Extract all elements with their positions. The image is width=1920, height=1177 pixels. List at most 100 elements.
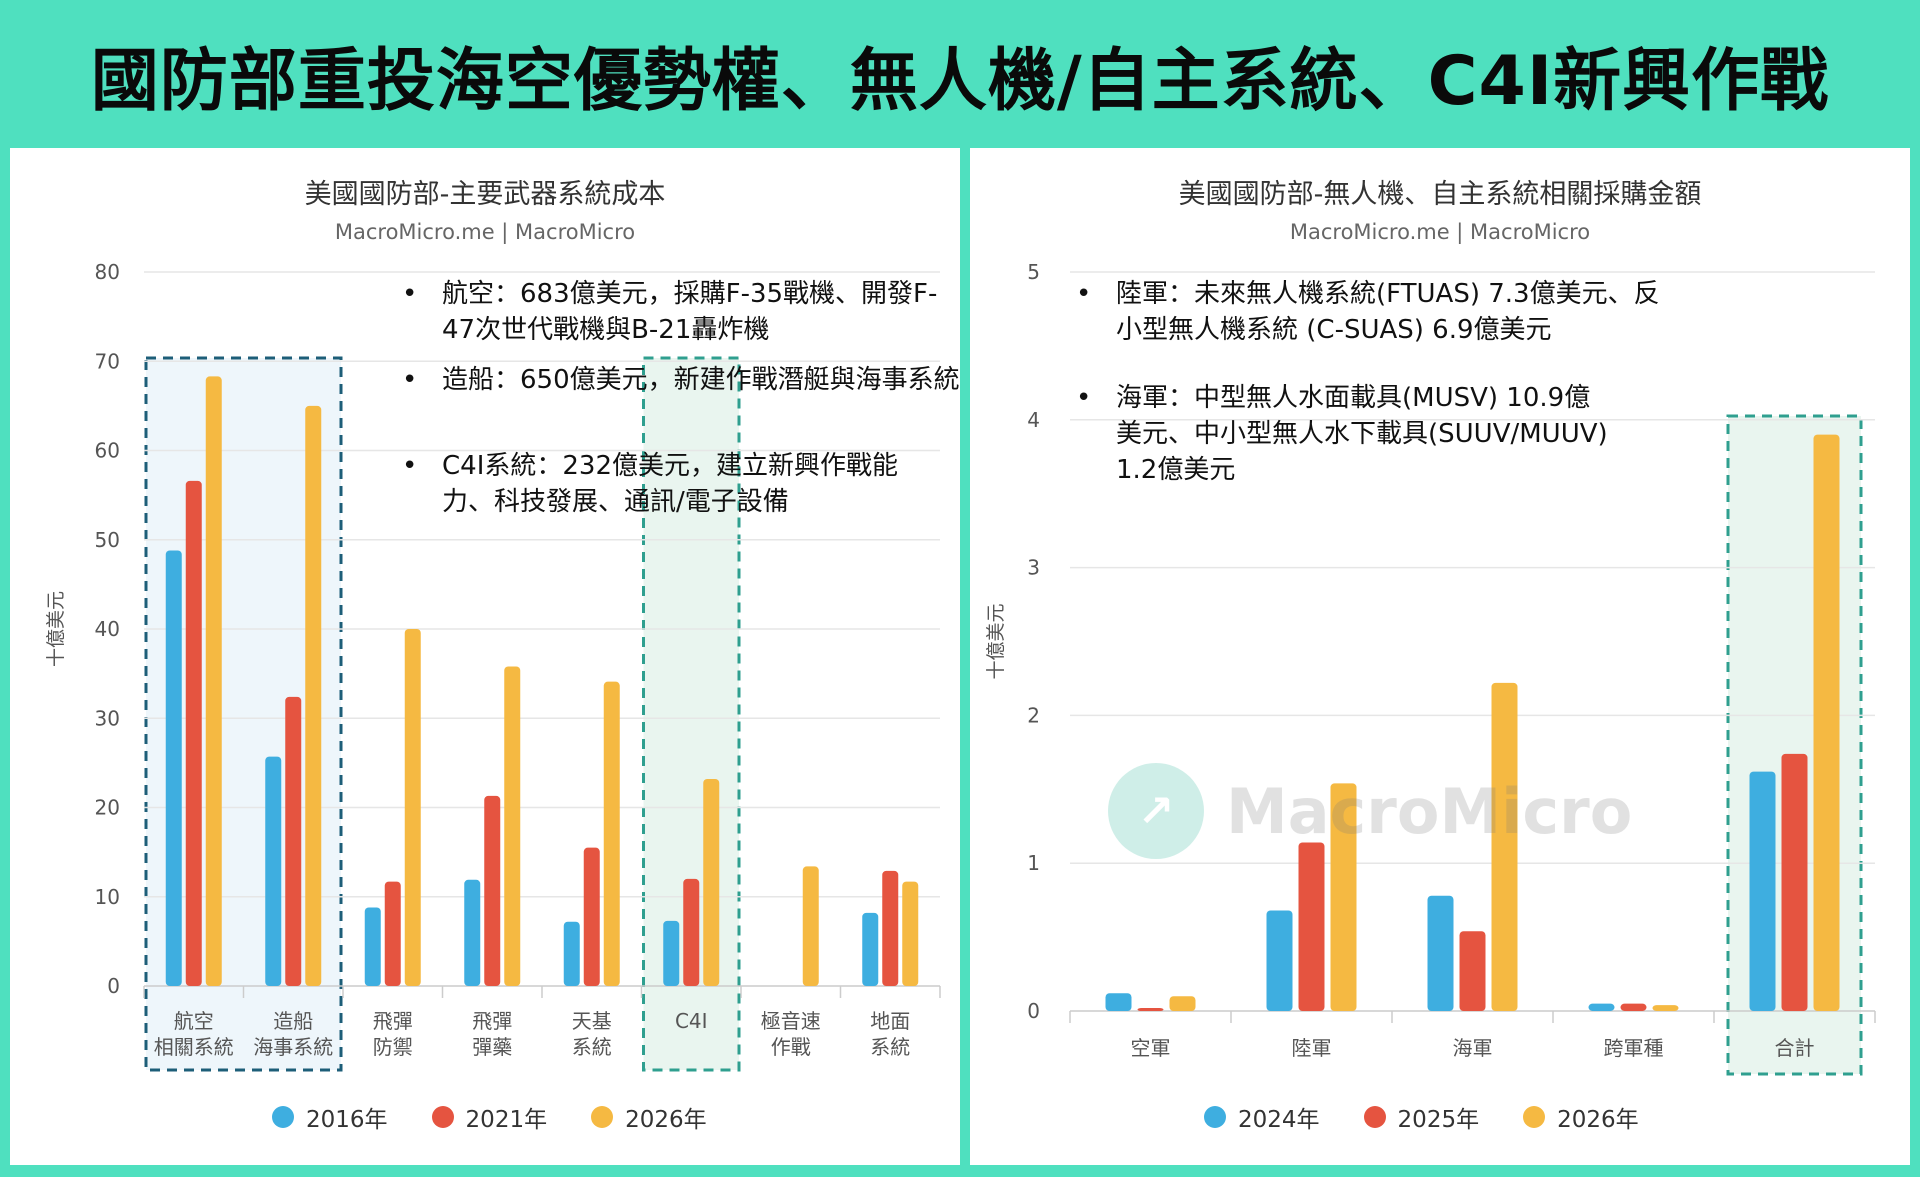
y-tick-label: 60 xyxy=(95,439,120,463)
bar[interactable] xyxy=(305,405,322,986)
bar[interactable] xyxy=(1459,931,1486,1011)
bullet: • xyxy=(402,365,418,395)
bar[interactable] xyxy=(1427,895,1454,1011)
y-tick-label: 3 xyxy=(1027,556,1040,580)
bar[interactable] xyxy=(1749,771,1776,1011)
bar[interactable] xyxy=(1491,682,1518,1011)
bar[interactable] xyxy=(1652,1005,1679,1011)
bar[interactable] xyxy=(384,881,401,986)
x-tick-label: 造船 xyxy=(273,1009,313,1033)
bar[interactable] xyxy=(1137,1008,1164,1011)
note-text: 航空：683億美元，採購F-35戰機、開發F-47次世代戰機與B-21轟炸機 xyxy=(442,279,938,345)
legend-dot xyxy=(1523,1106,1546,1128)
x-tick-label: 防禦 xyxy=(373,1035,413,1059)
y-tick-label: 50 xyxy=(95,528,120,552)
x-tick-label: 極音速 xyxy=(761,1009,821,1033)
bullet: • xyxy=(1076,383,1092,413)
x-tick-label: 飛彈 xyxy=(472,1009,512,1033)
bar[interactable] xyxy=(1105,993,1132,1011)
bar[interactable] xyxy=(1169,996,1196,1011)
legend-item-2024[interactable]: 2024年 xyxy=(1204,1100,1320,1134)
bar[interactable] xyxy=(404,629,421,986)
legend-item-2021[interactable]: 2021年 xyxy=(431,1100,548,1134)
legend-label: 2025年 xyxy=(1397,1107,1480,1133)
x-tick-label: 作戰 xyxy=(771,1035,811,1059)
bar[interactable] xyxy=(285,696,302,986)
x-tick-label: 系統 xyxy=(870,1035,910,1059)
x-tick-label: 海事系統 xyxy=(253,1035,333,1059)
bar[interactable] xyxy=(583,847,600,986)
bar[interactable] xyxy=(1781,753,1808,1011)
bar[interactable] xyxy=(882,870,899,986)
bar[interactable] xyxy=(364,907,381,986)
x-tick-label: 地面 xyxy=(870,1009,910,1033)
bar[interactable] xyxy=(603,681,620,986)
note-navy: • 海軍：中型無人水面載具(MUSV) 10.9億美元、中小型無人水下載具(SU… xyxy=(1070,380,1616,488)
legend-dot xyxy=(431,1106,454,1128)
bar[interactable] xyxy=(504,666,521,986)
bullet: • xyxy=(402,451,418,481)
y-tick-label: 0 xyxy=(1027,999,1040,1023)
bar[interactable] xyxy=(484,795,501,986)
page-title: 國防部重投海空優勢權、無人機/自主系統、C4I新興作戰 xyxy=(90,41,1830,121)
bar[interactable] xyxy=(185,480,202,986)
note-text: 海軍：中型無人水面載具(MUSV) 10.9億美元、中小型無人水下載具(SUUV… xyxy=(1116,383,1608,485)
bar[interactable] xyxy=(703,778,720,986)
y-tick-label: 70 xyxy=(95,349,120,373)
weapons-cost-panel: 美國國防部-主要武器系統成本 MacroMicro.me | MacroMicr… xyxy=(10,148,960,1165)
note-text: 造船：650億美元，新建作戰潛艇與海事系統 xyxy=(442,365,960,395)
bar[interactable] xyxy=(1298,842,1325,1011)
y-axis-label: 十億美元 xyxy=(45,591,67,667)
x-tick-label: 航空 xyxy=(174,1009,214,1033)
x-tick-label: 飛彈 xyxy=(373,1009,413,1033)
bar[interactable] xyxy=(683,878,700,986)
chart-title: 美國國防部-無人機、自主系統相關採購金額 xyxy=(1178,179,1702,210)
bar[interactable] xyxy=(1588,1003,1615,1011)
bar[interactable] xyxy=(265,756,282,986)
note-shipbuilding: • 造船：650億美元，新建作戰潛艇與海事系統 xyxy=(396,362,962,398)
y-tick-label: 80 xyxy=(95,260,120,284)
bar[interactable] xyxy=(1266,910,1293,1011)
weapons-cost-chart: 01020304050607080十億美元航空相關系統造船海事系統飛彈防禦飛彈彈… xyxy=(45,260,941,1072)
note-text: C4I系統：232億美元，建立新興作戰能力、科技發展、通訊/電子設備 xyxy=(442,451,898,517)
bar[interactable] xyxy=(663,920,680,986)
bar[interactable] xyxy=(563,921,580,986)
bar[interactable] xyxy=(802,866,819,986)
note-army: • 陸軍：未來無人機系統(FTUAS) 7.3億美元、反小型無人機系統 (C-S… xyxy=(1070,276,1676,348)
x-tick-label: 陸軍 xyxy=(1292,1036,1332,1060)
x-tick-label: 海軍 xyxy=(1453,1036,1493,1060)
bullet: • xyxy=(402,279,418,309)
x-tick-label: C4I xyxy=(675,1009,708,1033)
y-tick-label: 0 xyxy=(107,974,120,998)
bar[interactable] xyxy=(862,912,879,986)
y-tick-label: 10 xyxy=(95,885,120,909)
x-tick-label: 相關系統 xyxy=(154,1035,234,1059)
legend-dot xyxy=(1204,1106,1226,1128)
bar[interactable] xyxy=(1813,434,1840,1012)
chart-legend: 2016年 2021年 2026年 xyxy=(272,1100,707,1134)
y-tick-label: 40 xyxy=(95,617,120,641)
y-tick-label: 4 xyxy=(1027,408,1040,432)
bar[interactable] xyxy=(902,881,919,986)
bar[interactable] xyxy=(165,550,182,986)
legend-dot xyxy=(1363,1106,1386,1128)
bar[interactable] xyxy=(205,376,222,986)
note-aviation: • 航空：683億美元，採購F-35戰機、開發F-47次世代戰機與B-21轟炸機 xyxy=(396,276,962,348)
chart-subtitle: MacroMicro.me | MacroMicro xyxy=(1289,220,1591,244)
chart-legend: 2024年 2025年 2026年 xyxy=(1204,1100,1639,1134)
legend-label: 2021年 xyxy=(465,1107,548,1133)
legend-item-2026[interactable]: 2026年 xyxy=(1523,1100,1639,1134)
bar[interactable] xyxy=(1620,1003,1647,1011)
bar[interactable] xyxy=(1330,783,1357,1011)
legend-label: 2024年 xyxy=(1238,1107,1320,1133)
y-tick-label: 5 xyxy=(1027,260,1040,284)
legend-item-2026[interactable]: 2026年 xyxy=(591,1100,707,1134)
legend-item-2025[interactable]: 2025年 xyxy=(1363,1100,1480,1134)
legend-item-2016[interactable]: 2016年 xyxy=(272,1100,388,1134)
x-tick-label: 系統 xyxy=(572,1035,612,1059)
x-tick-label: 跨軍種 xyxy=(1604,1036,1664,1060)
note-c4i: • C4I系統：232億美元，建立新興作戰能力、科技發展、通訊/電子設備 xyxy=(396,448,942,520)
legend-label: 2016年 xyxy=(306,1107,388,1133)
bar[interactable] xyxy=(464,879,481,986)
